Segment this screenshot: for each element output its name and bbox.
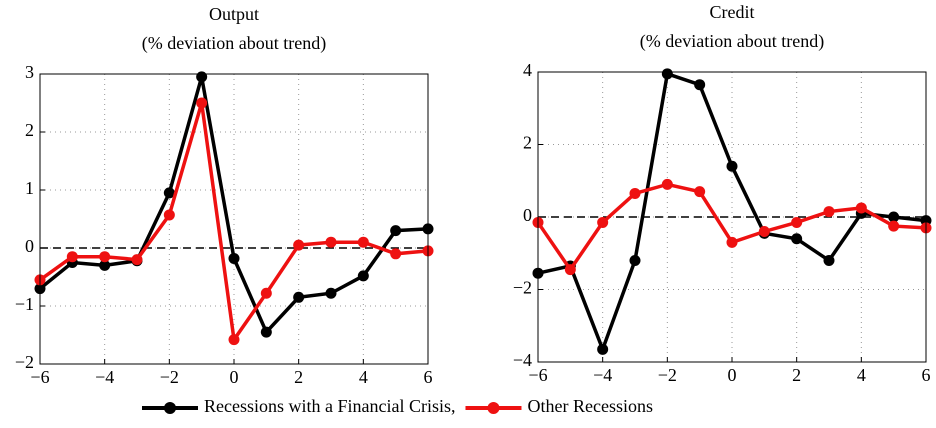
chart-subtitle: (% deviation about trend) — [142, 33, 326, 54]
y-tick-label: −1 — [15, 294, 34, 314]
legend-label: Other Recessions — [527, 396, 652, 416]
y-tick-label: −2 — [513, 278, 532, 298]
point — [260, 326, 272, 338]
legend-marker — [164, 402, 176, 414]
point — [131, 254, 143, 266]
x-tick-label: 4 — [359, 367, 368, 387]
point — [726, 160, 738, 172]
point — [260, 287, 272, 299]
y-tick-label: 3 — [25, 62, 34, 82]
point — [163, 209, 175, 221]
point — [758, 226, 770, 237]
point — [357, 236, 369, 248]
point — [888, 211, 900, 223]
x-tick-label: −6 — [528, 365, 547, 385]
point — [228, 252, 240, 264]
x-tick-label: −4 — [593, 365, 612, 385]
point — [791, 216, 803, 228]
point — [597, 216, 609, 228]
point — [390, 248, 402, 260]
y-tick-label: 4 — [523, 60, 532, 80]
point — [597, 343, 609, 355]
point — [629, 255, 641, 266]
point — [629, 187, 641, 199]
x-tick-label: 2 — [792, 365, 801, 385]
point — [564, 264, 576, 276]
plot-frame — [39, 73, 429, 365]
y-tick-label: −2 — [15, 352, 34, 372]
point — [163, 187, 175, 199]
x-tick-label: 0 — [230, 367, 239, 387]
x-tick-label: 0 — [728, 365, 737, 385]
x-tick-label: −4 — [95, 367, 114, 387]
point — [823, 206, 835, 218]
point — [855, 202, 867, 214]
x-tick-label: −6 — [30, 367, 49, 387]
legend-label: Recessions with a Financial Crisis, — [204, 396, 455, 416]
point — [196, 71, 208, 83]
point — [661, 178, 673, 190]
x-tick-label: 2 — [294, 367, 303, 387]
point — [823, 255, 835, 266]
point — [390, 225, 402, 237]
chart-subtitle: (% deviation about trend) — [640, 31, 824, 52]
y-tick-label: 0 — [523, 205, 532, 225]
chart-title: Credit — [710, 2, 755, 22]
point — [888, 220, 900, 232]
point — [66, 251, 78, 263]
point — [726, 236, 738, 248]
x-tick-label: −2 — [658, 365, 677, 385]
point — [293, 291, 305, 303]
point — [357, 270, 369, 282]
y-tick-label: 2 — [523, 133, 532, 153]
point — [228, 334, 240, 346]
plot-frame — [537, 71, 927, 363]
point — [791, 233, 803, 245]
x-tick-label: 6 — [424, 367, 433, 387]
point — [293, 239, 305, 251]
point — [99, 259, 111, 271]
y-tick-label: 0 — [25, 236, 34, 256]
point — [661, 68, 673, 80]
x-tick-label: 4 — [857, 365, 866, 385]
point — [325, 236, 337, 248]
y-tick-label: −4 — [513, 350, 532, 370]
point — [99, 251, 111, 263]
legend-marker — [487, 402, 500, 414]
point — [325, 287, 337, 299]
point — [694, 186, 706, 198]
chart-title: Output — [209, 4, 259, 24]
y-tick-label: 2 — [25, 120, 34, 140]
x-tick-label: −2 — [160, 367, 179, 387]
x-tick-label: 6 — [922, 365, 931, 385]
point — [694, 79, 706, 91]
y-tick-label: 1 — [25, 178, 34, 198]
point — [196, 97, 208, 109]
